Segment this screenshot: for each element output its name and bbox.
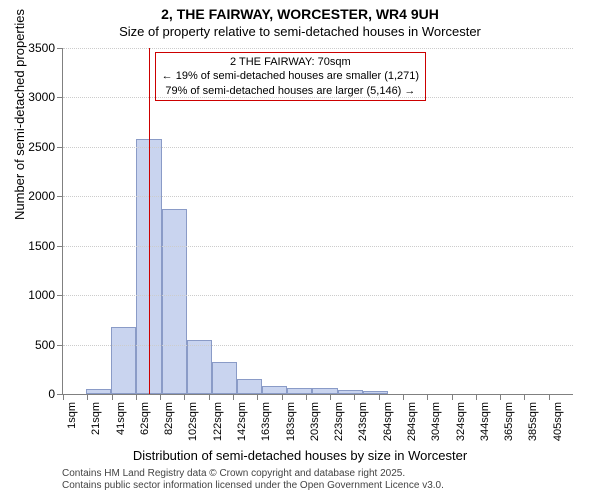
x-tick (427, 394, 428, 400)
gridline (63, 196, 573, 197)
annotation-line1: 2 THE FAIRWAY: 70sqm (162, 55, 419, 69)
x-tick-label: 163sqm (260, 402, 272, 441)
x-tick (524, 394, 525, 400)
x-tick-label: 183sqm (285, 402, 297, 441)
y-tick-label: 2500 (28, 140, 55, 154)
bar (111, 327, 136, 394)
x-axis-label: Distribution of semi-detached houses by … (0, 448, 600, 463)
x-tick-label: 82sqm (163, 402, 175, 435)
x-tick-label: 405sqm (552, 402, 564, 441)
bar (212, 362, 237, 394)
x-tick (354, 394, 355, 400)
bar (287, 388, 312, 394)
gridline (63, 147, 573, 148)
gridline (63, 345, 573, 346)
annotation-line2: ← 19% of semi-detached houses are smalle… (162, 69, 419, 83)
x-tick (87, 394, 88, 400)
credits: Contains HM Land Registry data © Crown c… (62, 468, 444, 492)
bar (312, 388, 337, 394)
bar (162, 209, 187, 394)
x-tick (112, 394, 113, 400)
x-tick-label: 264sqm (382, 402, 394, 441)
gridline (63, 295, 573, 296)
chart-title-line1: 2, THE FAIRWAY, WORCESTER, WR4 9UH (0, 6, 600, 22)
x-tick (452, 394, 453, 400)
y-tick-label: 3000 (28, 90, 55, 104)
x-tick-label: 344sqm (479, 402, 491, 441)
x-tick (403, 394, 404, 400)
x-tick (209, 394, 210, 400)
credits-line2: Contains public sector information licen… (62, 480, 444, 492)
x-tick-label: 203sqm (309, 402, 321, 441)
x-tick (233, 394, 234, 400)
x-tick (282, 394, 283, 400)
y-tick-label: 0 (48, 387, 55, 401)
x-tick (160, 394, 161, 400)
x-tick (549, 394, 550, 400)
x-tick-label: 243sqm (357, 402, 369, 441)
x-tick-label: 1sqm (66, 402, 78, 429)
annotation-line3: 79% of semi-detached houses are larger (… (162, 84, 419, 98)
x-tick-label: 284sqm (406, 402, 418, 441)
y-axis-label: Number of semi-detached properties (12, 9, 27, 220)
gridline (63, 246, 573, 247)
x-tick-label: 324sqm (455, 402, 467, 441)
gridline (63, 48, 573, 49)
plot-area: 2 THE FAIRWAY: 70sqm ← 19% of semi-detac… (62, 48, 573, 395)
x-tick-label: 21sqm (90, 402, 102, 435)
gridline (63, 97, 573, 98)
credits-line1: Contains HM Land Registry data © Crown c… (62, 468, 444, 480)
x-tick-label: 102sqm (187, 402, 199, 441)
x-tick-label: 385sqm (527, 402, 539, 441)
x-tick-label: 304sqm (430, 402, 442, 441)
x-tick-label: 62sqm (139, 402, 151, 435)
reference-line (149, 48, 150, 394)
y-tick-label: 1500 (28, 239, 55, 253)
x-tick (63, 394, 64, 400)
y-tick-label: 500 (35, 338, 55, 352)
x-tick-label: 41sqm (115, 402, 127, 435)
x-tick (330, 394, 331, 400)
bar (338, 390, 363, 394)
x-tick (476, 394, 477, 400)
x-tick-label: 122sqm (212, 402, 224, 441)
bar (262, 386, 287, 394)
y-tick-label: 2000 (28, 189, 55, 203)
x-tick (136, 394, 137, 400)
x-tick (184, 394, 185, 400)
bar (86, 389, 111, 394)
y-tick-label: 3500 (28, 41, 55, 55)
x-tick-label: 142sqm (236, 402, 248, 441)
chart-title-line2: Size of property relative to semi-detach… (0, 24, 600, 39)
chart-container: 2, THE FAIRWAY, WORCESTER, WR4 9UH Size … (0, 0, 600, 500)
y-tick-label: 1000 (28, 288, 55, 302)
annotation-box: 2 THE FAIRWAY: 70sqm ← 19% of semi-detac… (155, 52, 426, 101)
x-tick (257, 394, 258, 400)
x-tick-label: 365sqm (503, 402, 515, 441)
x-tick (379, 394, 380, 400)
bar (237, 379, 262, 394)
x-tick-label: 223sqm (333, 402, 345, 441)
x-tick (306, 394, 307, 400)
bar (363, 391, 388, 394)
x-tick (500, 394, 501, 400)
bar (187, 340, 212, 394)
